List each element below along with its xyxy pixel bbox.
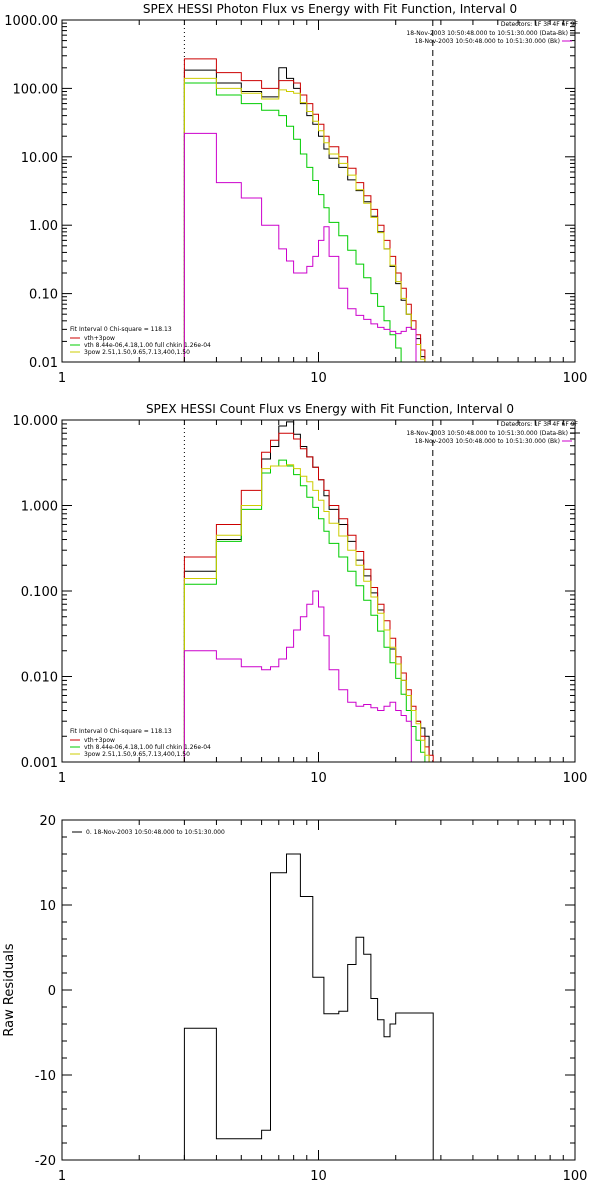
series-vth-3pow (183, 58, 442, 362)
plot-area (183, 20, 442, 362)
y-tick-label: 0.10 (29, 288, 58, 303)
y-tick-label: 0.01 (29, 356, 58, 371)
photon-flux-axes: 1 10 100 0.01 0.10 1.00 10.00 100.00 1000.00 (4, 14, 587, 386)
info-line: 18-Nov-2003 10:50:48.000 to 10:51:30.000… (406, 30, 568, 37)
fit-line: 3pow 2.51,1.50,9.65,7.13,400,1.50 (84, 349, 190, 356)
y-axis-label: Raw Residuals (2, 943, 17, 1036)
photon-flux-panel: SPEX HESSI Photon Flux vs Energy with Fi… (4, 2, 587, 386)
y-tick-label: 0.100 (21, 585, 58, 600)
x-tick-label: 10 (310, 371, 327, 386)
detector-info: Detectors: 1F 3F 4F 6F 9F 18-Nov-2003 10… (406, 421, 580, 445)
info-line: 18-Nov-2003 10:50:48.000 to 10:51:30.000… (406, 430, 568, 437)
x-tick-label: 100 (563, 371, 588, 386)
chart-title: SPEX HESSI Count Flux vs Energy with Fit… (146, 402, 514, 416)
count-flux-panel: SPEX HESSI Count Flux vs Energy with Fit… (13, 402, 588, 786)
fit-legend: Fit Interval 0 Chi-square = 118.13 vth+3… (70, 326, 211, 356)
photon-flux-series (183, 20, 442, 362)
residuals-series (183, 853, 434, 1160)
y-tick-label: -10 (35, 1069, 56, 1084)
fit-line: Fit Interval 0 Chi-square = 118.13 (70, 326, 172, 333)
x-tick-label: 10 (310, 771, 327, 786)
y-tick-label: 1000.00 (4, 14, 58, 29)
series-vth-3pow (183, 432, 441, 762)
x-tick-label: 1 (58, 1169, 66, 1184)
series-bk (183, 132, 417, 362)
x-tick-label: 100 (563, 1169, 588, 1184)
fit-legend: Fit Interval 0 Chi-square = 118.13 vth+3… (70, 728, 211, 758)
y-tick-label: 20 (39, 814, 56, 829)
legend-entry: 0. 18-Nov-2003 10:50:48.000 to 10:51:30.… (86, 829, 225, 836)
count-flux-axes: 1 10 100 0.001 0.010 0.100 1.000 10.000 (13, 414, 588, 786)
series-3pow (183, 77, 426, 362)
residuals-axes: 1 10 100 -20 -10 0 10 20 (35, 814, 588, 1184)
y-tick-label: 10.00 (21, 151, 58, 166)
residuals-panel: Raw Residuals 1 10 100 -20 -10 0 10 20 0. 18-No… (2, 814, 587, 1184)
y-tick-label: 10.000 (13, 414, 59, 429)
fit-line: Fit Interval 0 Chi-square = 118.13 (70, 728, 172, 735)
chart-title: SPEX HESSI Photon Flux vs Energy with Fi… (143, 2, 517, 16)
y-tick-label: 100.00 (13, 82, 59, 97)
fit-line: vth+3pow (84, 335, 115, 342)
series-data-bk (183, 67, 426, 362)
fit-line: vth 8.44e-06,4.18,1.00 full chkin 1.26e-… (84, 342, 211, 349)
fit-line: vth 8.44e-06,4.18,1.00 full chkin 1.26e-… (84, 744, 211, 751)
y-tick-label: 10 (39, 899, 56, 914)
detector-info: Detectors: 1F 3F 4F 6F 9F 18-Nov-2003 10… (406, 21, 580, 45)
x-tick-label: 1 (58, 371, 66, 386)
y-tick-label: -20 (35, 1154, 56, 1169)
fit-line: vth+3pow (84, 737, 115, 744)
info-line: Detectors: 1F 3F 4F 6F 9F (501, 421, 579, 428)
x-tick-label: 100 (563, 771, 588, 786)
plot-frame (61, 819, 576, 1161)
info-line: 18-Nov-2003 10:50:48.000 to 10:51:30.000… (415, 38, 560, 45)
residuals-legend: 0. 18-Nov-2003 10:50:48.000 to 10:51:30.… (72, 829, 225, 836)
series-3pow (183, 464, 430, 762)
series-vth (183, 82, 412, 362)
series-data-bk (183, 421, 430, 762)
series-0-18-nov-2003-10-50-48-000-to-10-51-30-000 (183, 853, 434, 1160)
info-line: Detectors: 1F 3F 4F 6F 9F (501, 21, 579, 28)
info-line: 18-Nov-2003 10:50:48.000 to 10:51:30.000… (415, 438, 560, 445)
y-tick-label: 1.00 (29, 219, 58, 234)
x-tick-label: 1 (58, 771, 66, 786)
y-tick-label: 0.010 (21, 671, 58, 686)
plot-area (183, 420, 441, 762)
count-flux-series (183, 420, 441, 762)
series-bk (183, 590, 412, 762)
x-tick-label: 10 (310, 1169, 327, 1184)
y-tick-label: 1.000 (21, 500, 58, 515)
fit-line: 3pow 2.51,1.50,9.65,7.13,400,1.50 (84, 751, 190, 758)
y-tick-label: 0.001 (21, 756, 58, 771)
plot-area (183, 853, 434, 1160)
y-tick-label: 0 (48, 984, 56, 999)
